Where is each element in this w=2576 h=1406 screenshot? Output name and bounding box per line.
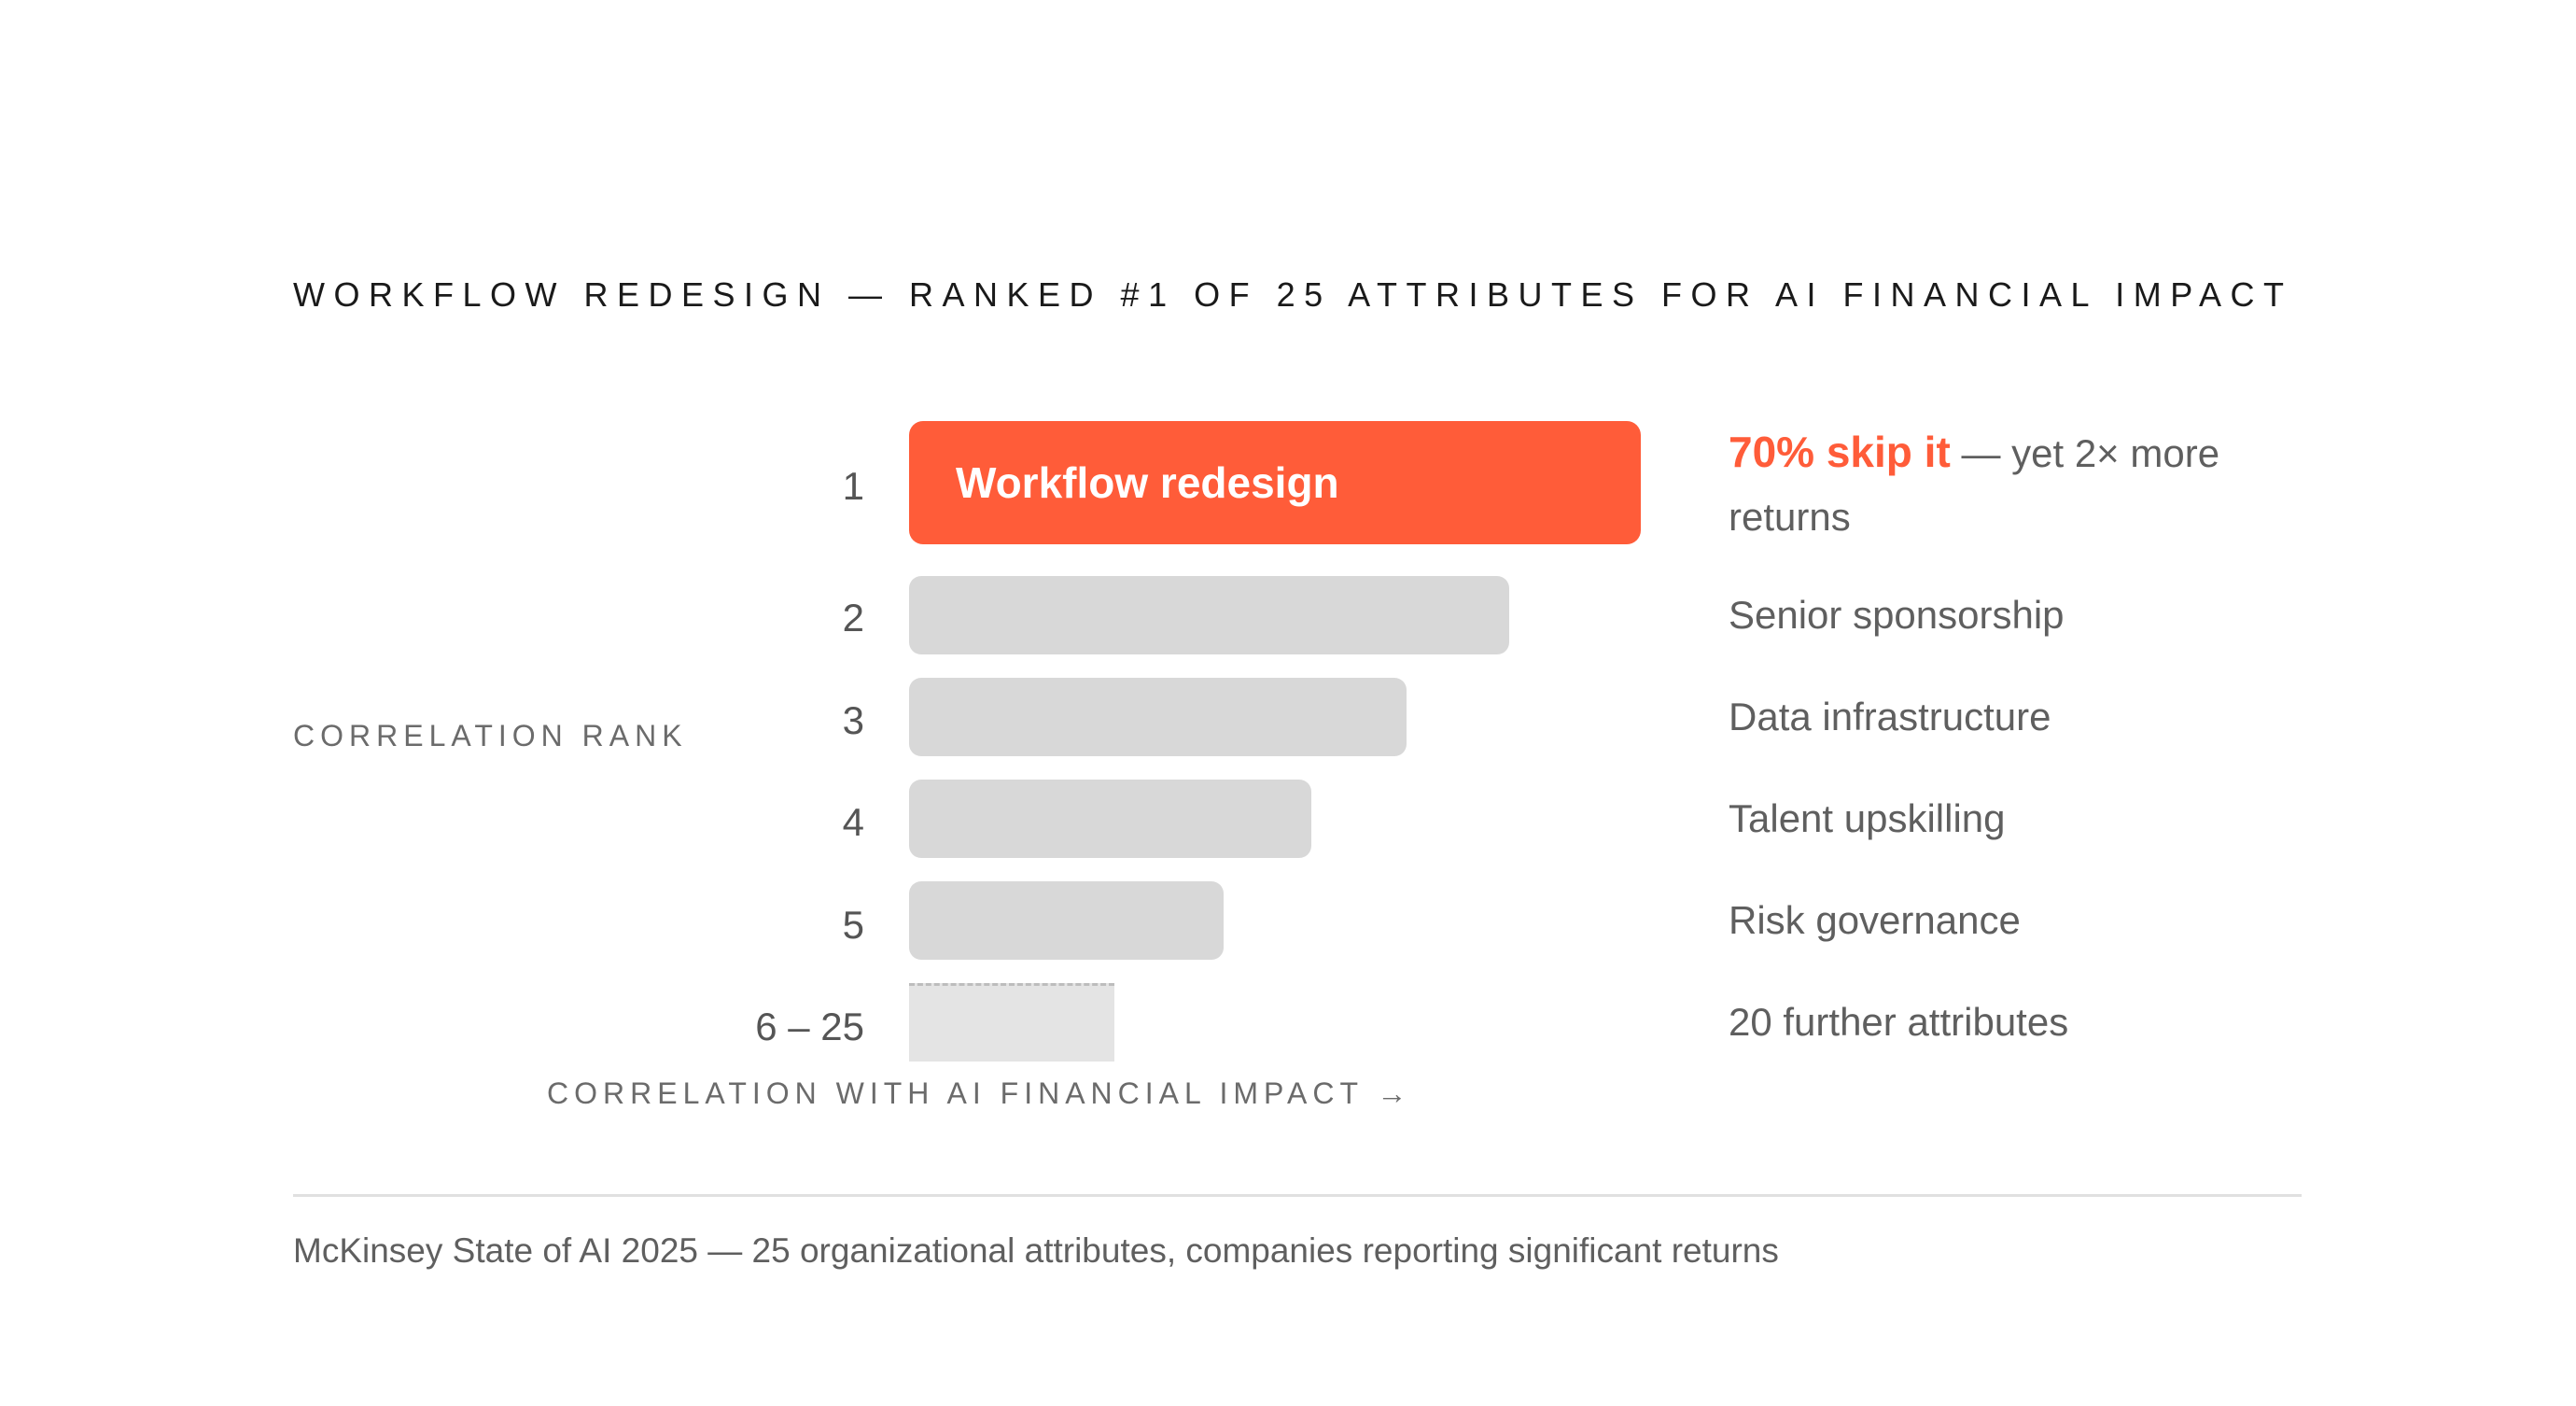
annotation-further-attributes: 20 further attributes [1729, 1000, 2069, 1044]
bar-rank-6-25 [909, 983, 1114, 1062]
y-axis-title: CORRELATION RANK [293, 719, 688, 752]
x-axis-title: CORRELATION WITH AI FINANCIAL IMPACT → [547, 1076, 1413, 1110]
rank-label-5: 5 [842, 903, 864, 947]
annotation-data-infrastructure: Data infrastructure [1729, 695, 2051, 738]
rank-label-6-25: 6 – 25 [755, 1005, 864, 1048]
bar-rank-4 [909, 780, 1311, 858]
rank-label-2: 2 [842, 596, 864, 640]
rank-label-1: 1 [842, 464, 864, 508]
bar-rank-5 [909, 881, 1224, 960]
source-note: McKinsey State of AI 2025 — 25 organizat… [293, 1231, 1779, 1270]
rank-label-3: 3 [842, 698, 864, 742]
bar-rank-3 [909, 678, 1407, 756]
highlight-annotation: 70% skip it — yet 2× more returns [1729, 420, 2326, 549]
rank-label-4: 4 [842, 800, 864, 844]
annotation-risk-governance: Risk governance [1729, 898, 2021, 942]
bar-label-workflow-redesign: Workflow redesign [956, 458, 1339, 507]
divider [293, 1194, 2302, 1197]
annotation-senior-sponsorship: Senior sponsorship [1729, 593, 2065, 637]
annotation-talent-upskilling: Talent upskilling [1729, 796, 2006, 840]
highlight-text: 70% skip it [1729, 428, 1951, 476]
chart-title: WORKFLOW REDESIGN — RANKED #1 OF 25 ATTR… [293, 275, 2293, 314]
bar-rank-2 [909, 576, 1509, 654]
bar-rank-1: Workflow redesign [909, 421, 1641, 544]
highlight-rest-text: — yet 2× more returns [1729, 431, 2220, 539]
